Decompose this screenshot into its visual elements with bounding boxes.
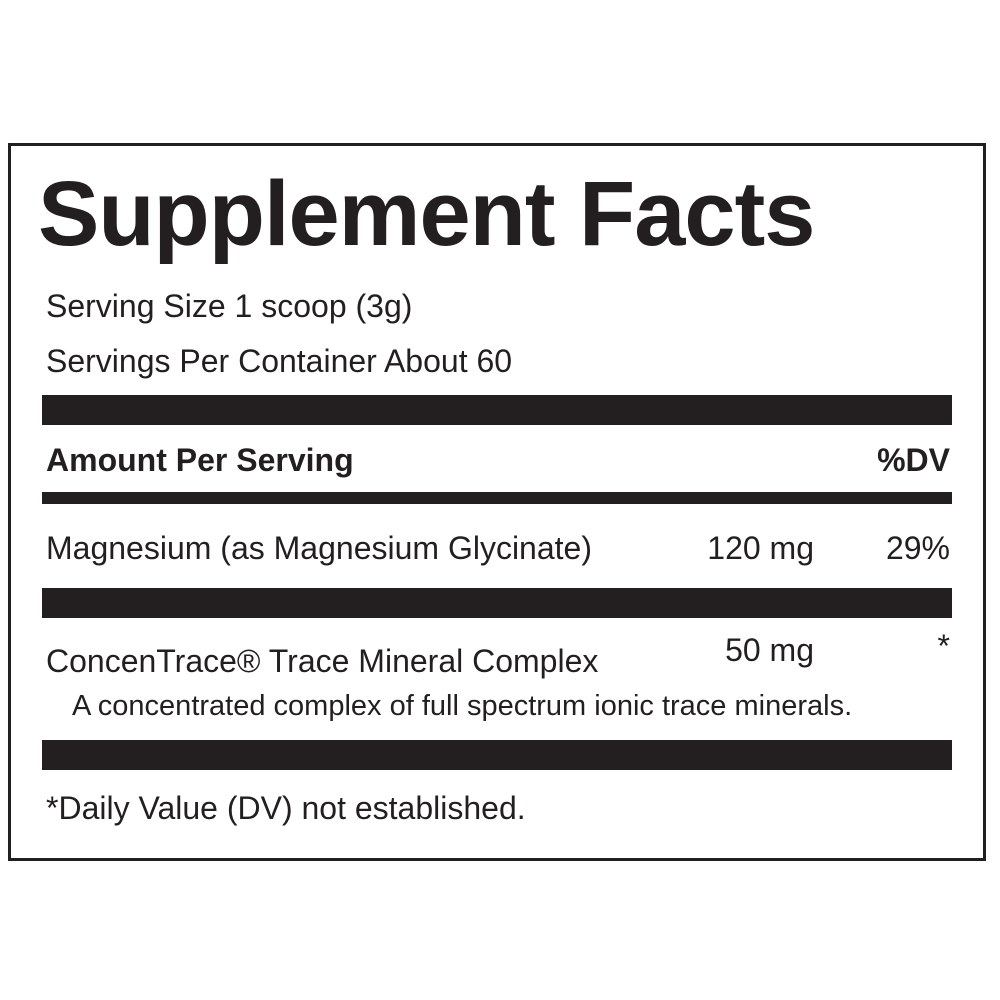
ingredient-name: Magnesium (as Magnesium Glycinate) — [46, 530, 592, 566]
label-border — [8, 143, 986, 861]
ingredient-amount: 120 mg — [707, 530, 814, 566]
title: Supplement Facts — [38, 163, 815, 265]
ingredient-dv: * — [937, 628, 950, 664]
serving-size: Serving Size 1 scoop (3g) — [46, 288, 413, 324]
thick-rule — [42, 588, 952, 618]
thick-rule — [42, 740, 952, 770]
thick-rule — [42, 395, 952, 425]
servings-per-container: Servings Per Container About 60 — [46, 343, 513, 379]
ingredient-name: ConcenTrace® Trace Mineral Complex — [46, 643, 599, 679]
footnote: *Daily Value (DV) not established. — [46, 790, 526, 826]
ingredient-amount: 50 mg — [725, 632, 814, 668]
dv-header: %DV — [877, 442, 950, 478]
thin-rule — [42, 492, 952, 504]
ingredient-description: A concentrated complex of full spectrum … — [72, 690, 853, 722]
ingredient-dv: 29% — [885, 530, 950, 566]
amount-header: Amount Per Serving — [46, 442, 354, 478]
